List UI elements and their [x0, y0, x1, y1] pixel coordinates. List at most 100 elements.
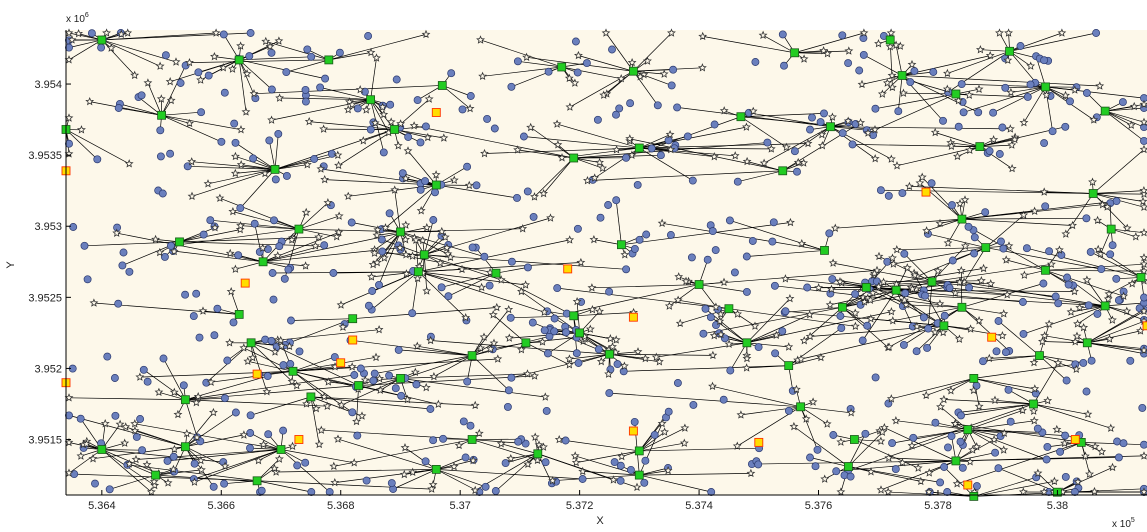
candidate-marker: [348, 335, 358, 345]
y-tick-label: 3.9525: [28, 292, 62, 304]
star-marker: [960, 241, 970, 250]
star-marker: [423, 132, 433, 142]
circle-marker: [768, 237, 777, 246]
connection-line: [669, 284, 700, 307]
star-marker: [343, 105, 353, 114]
star-marker: [708, 350, 718, 360]
connection-line: [394, 189, 401, 232]
connection-line: [982, 355, 1040, 362]
star-marker: [785, 293, 795, 303]
connection-line: [290, 318, 353, 321]
star-marker: [163, 478, 173, 487]
star-marker: [907, 441, 917, 450]
star-marker: [470, 400, 480, 410]
star-marker: [975, 45, 985, 54]
circle-marker: [770, 281, 779, 290]
circle-marker: [408, 309, 417, 318]
connection-line: [68, 39, 103, 61]
star-marker: [439, 133, 449, 142]
connection-line: [321, 429, 473, 440]
connection-line: [729, 220, 825, 251]
star-marker: [746, 468, 756, 478]
circle-marker: [994, 464, 1003, 473]
circle-marker: [1018, 298, 1027, 306]
circle-marker: [596, 213, 605, 222]
connection-line: [1104, 110, 1145, 142]
star-marker: [461, 313, 471, 322]
star-marker: [608, 475, 618, 484]
star-marker: [642, 56, 652, 65]
circle-marker: [742, 287, 751, 296]
circle-marker: [981, 208, 990, 217]
star-marker: [870, 125, 880, 134]
star-marker: [655, 357, 664, 366]
star-marker: [1003, 55, 1013, 65]
connection-line: [68, 415, 186, 447]
star-marker: [874, 251, 884, 261]
hub-marker: [97, 35, 107, 45]
circle-marker: [523, 187, 532, 196]
circle-marker: [257, 486, 266, 495]
circle-marker: [965, 283, 974, 292]
x-multiplier: x 105: [1112, 517, 1135, 530]
star-marker: [206, 377, 216, 386]
connection-line: [639, 147, 772, 150]
connection-line: [480, 39, 562, 68]
circle-marker: [528, 318, 537, 327]
circle-marker: [771, 349, 780, 358]
star-marker: [935, 299, 945, 308]
connection-line: [703, 306, 843, 335]
star-marker: [912, 321, 922, 331]
star-marker: [886, 394, 896, 403]
circle-marker: [992, 347, 1001, 356]
circle-marker: [703, 255, 712, 264]
star-marker: [748, 106, 758, 116]
circle-marker: [161, 51, 170, 60]
connection-line: [896, 146, 980, 167]
circle-marker: [1062, 376, 1071, 385]
connection-line: [573, 157, 603, 169]
star-marker: [990, 395, 1000, 405]
connection-line: [949, 287, 1106, 307]
star-marker: [1033, 468, 1043, 478]
hub-marker: [276, 445, 286, 454]
connection-line: [189, 59, 329, 63]
star-marker: [719, 106, 729, 115]
star-marker: [874, 39, 883, 48]
star-marker: [590, 173, 600, 182]
x-tick-label: 5.372: [566, 500, 594, 512]
star-marker: [319, 392, 329, 401]
circle-marker: [307, 52, 316, 61]
star-marker: [799, 336, 809, 345]
star-marker: [249, 89, 259, 98]
circle-marker: [523, 263, 532, 272]
star-marker: [154, 387, 164, 397]
connection-line: [615, 200, 622, 245]
star-marker: [85, 96, 95, 106]
star-marker: [393, 141, 403, 150]
connection-line: [1087, 330, 1141, 344]
star-marker: [210, 51, 219, 61]
circle-marker: [540, 326, 549, 335]
star-marker: [870, 268, 879, 278]
circle-marker: [156, 152, 165, 161]
candidate-marker: [252, 369, 262, 379]
circle-marker: [143, 377, 152, 386]
circle-marker: [264, 430, 273, 439]
circle-marker: [688, 176, 697, 185]
star-marker: [352, 416, 361, 426]
star-marker: [789, 421, 799, 431]
star-marker: [1061, 229, 1071, 238]
star-marker: [1089, 115, 1099, 124]
hub-marker: [157, 110, 167, 120]
star-marker: [375, 374, 385, 383]
star-marker: [516, 345, 526, 354]
star-marker: [424, 94, 434, 103]
connection-line: [639, 442, 685, 452]
circle-marker: [733, 177, 742, 186]
hub-marker: [885, 35, 895, 45]
connection-line: [911, 403, 1034, 447]
circle-marker: [838, 129, 847, 138]
hub-marker: [252, 476, 262, 486]
star-marker: [401, 173, 411, 183]
